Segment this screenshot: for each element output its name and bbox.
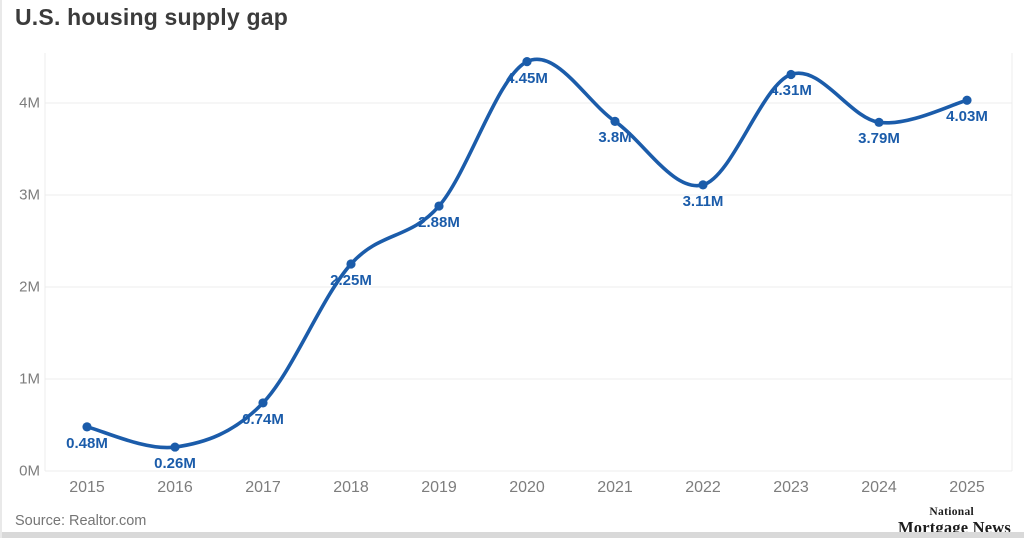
gridlines: [44, 53, 1013, 472]
brand-logo-line2: Mortgage News: [897, 517, 1011, 537]
y-tick-label-4M: 4M: [19, 94, 40, 112]
x-tick-label-2017: 2017: [245, 479, 281, 496]
x-tick-label-2024: 2024: [861, 479, 897, 496]
data-label-2025: 4.03M: [946, 108, 988, 126]
x-tick-label-2022: 2022: [685, 479, 721, 496]
data-label-2016: 0.26M: [154, 455, 196, 473]
brand-logo-line1: National: [929, 506, 974, 518]
data-point-2015: [82, 422, 92, 432]
data-point-2019: [434, 201, 444, 211]
data-points: [82, 57, 972, 452]
data-label-2017: 0.74M: [242, 410, 284, 428]
data-label-2020: 4.45M: [506, 69, 548, 87]
data-label-2019: 2.88M: [418, 214, 460, 232]
data-point-2018: [346, 259, 356, 269]
y-tick-label-2M: 2M: [19, 278, 40, 296]
data-point-2024: [874, 117, 884, 127]
brand-logo: National Mortgage News: [897, 506, 1011, 537]
data-label-2022: 3.11M: [682, 192, 724, 210]
y-tick-label-1M: 1M: [19, 370, 40, 388]
data-point-2021: [610, 116, 620, 126]
chart-title: U.S. housing supply gap: [15, 4, 288, 30]
data-label-2024: 3.79M: [858, 130, 900, 148]
x-tick-label-2015: 2015: [69, 479, 105, 496]
x-tick-label-2021: 2021: [597, 479, 633, 496]
data-point-2016: [170, 442, 180, 452]
x-tick-label-2018: 2018: [333, 479, 369, 496]
x-tick-label-2023: 2023: [773, 479, 809, 496]
bottom-bar: [2, 532, 1024, 538]
data-point-2025: [962, 95, 972, 105]
supply-gap-line: [85, 57, 969, 450]
data-point-2017: [258, 398, 268, 408]
x-tick-label-2016: 2016: [157, 479, 193, 496]
data-point-2023: [786, 69, 796, 80]
line-series: [85, 57, 969, 450]
data-label-2018: 2.25M: [330, 272, 372, 289]
x-tick-label-2020: 2020: [509, 479, 545, 496]
x-tick-label-2025: 2025: [949, 479, 985, 496]
data-label-2023: 4.31M: [770, 82, 812, 100]
data-label-2015: 0.48M: [66, 434, 108, 452]
data-point-2020: [522, 57, 532, 67]
y-tick-label-3M: 3M: [19, 186, 40, 204]
data-label-2021: 3.8M: [598, 129, 632, 147]
y-tick-label-0M: 0M: [19, 462, 40, 480]
x-tick-label-2019: 2019: [421, 479, 457, 496]
data-point-2022: [698, 180, 708, 190]
source-caption: Source: Realtor.com: [15, 513, 147, 529]
